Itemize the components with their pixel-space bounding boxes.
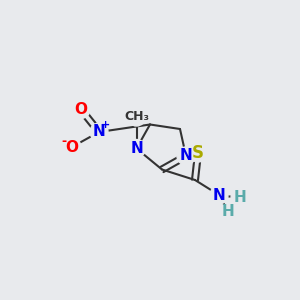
Circle shape (128, 108, 146, 126)
Circle shape (220, 204, 236, 219)
Circle shape (231, 189, 249, 207)
Text: H: H (222, 204, 234, 219)
Text: +: + (101, 120, 110, 130)
Circle shape (63, 138, 81, 156)
Circle shape (72, 100, 90, 118)
Circle shape (210, 186, 228, 204)
Circle shape (128, 140, 146, 158)
Text: H: H (234, 190, 246, 206)
Text: N: N (130, 141, 143, 156)
Circle shape (189, 144, 207, 162)
Text: O: O (74, 102, 88, 117)
Circle shape (177, 147, 195, 165)
Text: N: N (213, 188, 225, 202)
Circle shape (90, 123, 108, 141)
Text: CH₃: CH₃ (124, 110, 149, 124)
Text: S: S (192, 144, 204, 162)
Text: O: O (65, 140, 79, 154)
Text: -: - (61, 134, 66, 148)
Text: N: N (180, 148, 192, 164)
Text: N: N (93, 124, 105, 140)
